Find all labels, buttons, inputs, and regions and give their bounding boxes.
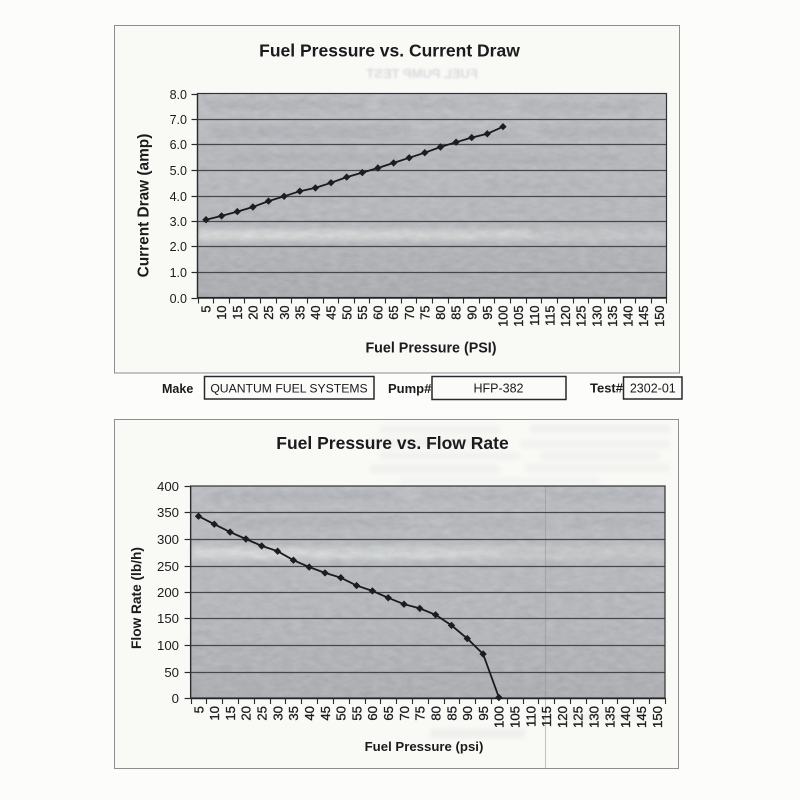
svg-text:45: 45 xyxy=(324,306,339,320)
svg-text:10: 10 xyxy=(207,706,222,721)
svg-text:250: 250 xyxy=(157,559,179,574)
svg-text:80: 80 xyxy=(433,306,448,320)
svg-text:25: 25 xyxy=(255,706,270,721)
svg-text:130: 130 xyxy=(589,306,604,327)
svg-text:1.0: 1.0 xyxy=(170,266,187,280)
svg-text:90: 90 xyxy=(464,306,479,320)
svg-text:110: 110 xyxy=(523,706,538,727)
svg-text:105: 105 xyxy=(511,306,526,327)
svg-text:5: 5 xyxy=(191,706,206,713)
svg-text:35: 35 xyxy=(286,706,301,721)
svg-text:Test#: Test# xyxy=(590,380,624,395)
svg-text:400: 400 xyxy=(157,479,179,494)
svg-text:2.0: 2.0 xyxy=(170,240,187,254)
svg-text:70: 70 xyxy=(402,306,417,320)
svg-text:5.0: 5.0 xyxy=(170,164,187,178)
svg-text:8.0: 8.0 xyxy=(170,88,187,102)
svg-text:25: 25 xyxy=(261,306,276,320)
svg-text:0: 0 xyxy=(172,691,179,706)
svg-text:40: 40 xyxy=(308,306,323,320)
svg-text:105: 105 xyxy=(508,706,523,728)
svg-text:40: 40 xyxy=(302,706,317,721)
svg-text:45: 45 xyxy=(318,706,333,721)
svg-text:QUANTUM FUEL SYSTEMS: QUANTUM FUEL SYSTEMS xyxy=(210,381,367,395)
svg-text:20: 20 xyxy=(246,306,261,320)
svg-text:FUEL PUMP TEST: FUEL PUMP TEST xyxy=(366,66,478,81)
svg-text:200: 200 xyxy=(157,585,179,600)
svg-text:85: 85 xyxy=(449,306,464,320)
svg-text:120: 120 xyxy=(558,306,573,327)
svg-text:150: 150 xyxy=(157,611,179,626)
svg-text:125: 125 xyxy=(574,306,589,327)
svg-text:140: 140 xyxy=(621,306,636,327)
svg-text:3.0: 3.0 xyxy=(170,215,187,229)
svg-text:15: 15 xyxy=(230,306,245,320)
svg-text:350: 350 xyxy=(157,505,179,520)
svg-text:110: 110 xyxy=(527,306,542,326)
svg-text:75: 75 xyxy=(417,306,432,320)
svg-text:10: 10 xyxy=(214,306,229,320)
svg-text:300: 300 xyxy=(157,532,179,547)
svg-text:Pump#: Pump# xyxy=(388,381,432,396)
svg-text:145: 145 xyxy=(634,706,649,728)
svg-text:Make: Make xyxy=(162,382,193,396)
svg-text:60: 60 xyxy=(371,306,386,320)
svg-text:30: 30 xyxy=(277,306,292,320)
svg-text:Current Draw (amp): Current Draw (amp) xyxy=(135,134,152,278)
svg-text:100: 100 xyxy=(157,638,179,653)
svg-text:50: 50 xyxy=(339,306,354,320)
svg-text:50: 50 xyxy=(164,665,179,680)
svg-text:7.0: 7.0 xyxy=(170,113,187,127)
svg-text:55: 55 xyxy=(355,306,370,320)
svg-text:70: 70 xyxy=(397,706,412,721)
svg-text:15: 15 xyxy=(223,706,238,721)
svg-text:Fuel Pressure (PSI): Fuel Pressure (PSI) xyxy=(365,341,496,357)
svg-text:50: 50 xyxy=(334,706,349,721)
svg-text:150: 150 xyxy=(650,706,665,728)
svg-text:Fuel Pressure (psi): Fuel Pressure (psi) xyxy=(365,739,484,754)
svg-text:Fuel Pressure vs. Current Draw: Fuel Pressure vs. Current Draw xyxy=(259,41,520,61)
svg-text:5: 5 xyxy=(199,306,214,313)
svg-text:115: 115 xyxy=(539,706,554,727)
svg-text:90: 90 xyxy=(460,706,475,721)
svg-text:20: 20 xyxy=(239,706,254,721)
svg-text:55: 55 xyxy=(349,706,364,721)
svg-text:2302-01: 2302-01 xyxy=(630,382,676,396)
svg-text:80: 80 xyxy=(428,706,443,721)
svg-text:35: 35 xyxy=(292,306,307,320)
svg-text:Fuel Pressure vs. Flow Rate: Fuel Pressure vs. Flow Rate xyxy=(276,433,509,453)
svg-text:75: 75 xyxy=(413,706,428,721)
svg-text:65: 65 xyxy=(386,306,401,320)
svg-text:150: 150 xyxy=(652,306,667,327)
svg-text:30: 30 xyxy=(270,706,285,721)
svg-text:95: 95 xyxy=(480,306,495,320)
svg-text:95: 95 xyxy=(476,706,491,721)
svg-text:145: 145 xyxy=(636,306,651,327)
svg-text:135: 135 xyxy=(605,306,620,327)
svg-text:85: 85 xyxy=(444,706,459,721)
svg-text:4.0: 4.0 xyxy=(170,190,187,204)
svg-text:6.0: 6.0 xyxy=(170,138,187,152)
svg-text:60: 60 xyxy=(365,706,380,721)
svg-text:115: 115 xyxy=(543,306,558,326)
svg-text:0.0: 0.0 xyxy=(170,292,187,306)
svg-text:Flow Rate (lb/h): Flow Rate (lb/h) xyxy=(129,547,144,649)
svg-text:100: 100 xyxy=(492,706,507,728)
svg-text:100: 100 xyxy=(496,305,511,326)
svg-text:HFP-382: HFP-382 xyxy=(473,381,523,395)
svg-text:65: 65 xyxy=(381,706,396,721)
